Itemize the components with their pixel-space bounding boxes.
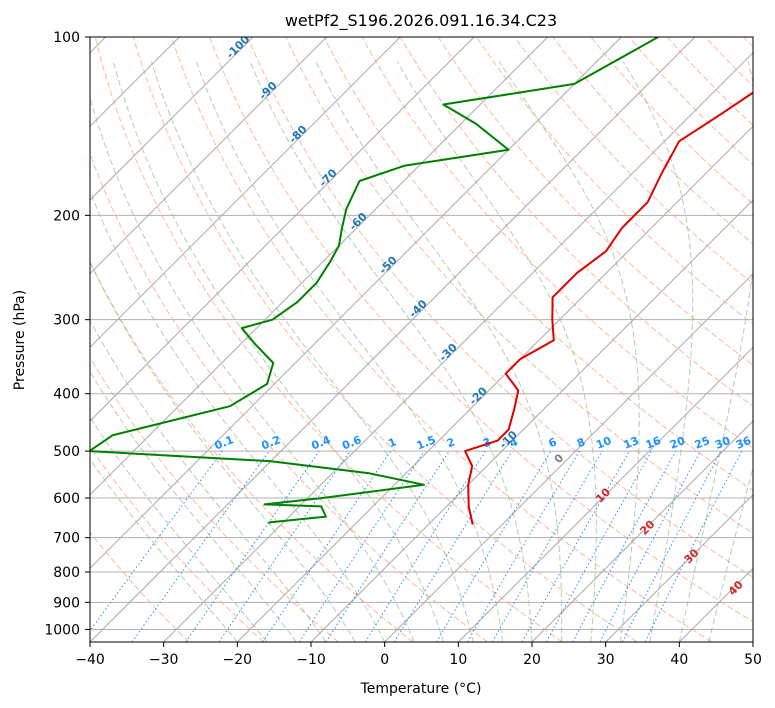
dry-adiabat-line	[209, 37, 753, 623]
mixing-ratio-line	[572, 450, 677, 642]
moist-adiabat-line	[150, 61, 474, 642]
mixing-ratio-label: 13	[622, 434, 641, 452]
moist-adiabat-line	[498, 61, 640, 642]
isotherm-line	[457, 346, 753, 642]
mixing-ratio-line	[545, 450, 653, 642]
x-tick-label: −10	[296, 652, 326, 668]
plot-frame	[89, 36, 754, 643]
dewpoint-profile-line	[90, 37, 659, 524]
dry-adiabat-line	[247, 37, 753, 578]
isotherm-line	[384, 272, 753, 642]
moist-adiabat-line	[90, 319, 327, 642]
dry-adiabat-line	[90, 531, 190, 642]
y-axis-title: Pressure (hPa)	[12, 290, 28, 390]
moist-adiabat-line	[90, 260, 356, 642]
isotherm-line	[163, 51, 753, 642]
moist-adiabat-line	[90, 458, 238, 642]
mixing-ratio-line	[218, 450, 351, 642]
x-tick-label: −30	[149, 652, 179, 668]
mixing-ratio-label: 3	[481, 435, 493, 450]
mixing-ratio-label: 20	[668, 434, 687, 452]
y-tick-label: 300	[53, 313, 80, 329]
x-axis-title: Temperature (°C)	[360, 681, 482, 697]
x-tick-label: 30	[597, 652, 615, 668]
pressure-gridlines	[90, 37, 753, 630]
mixing-ratio-line	[90, 450, 223, 632]
mixing-ratio-line	[521, 450, 630, 642]
isotherm-line	[310, 199, 753, 642]
mixing-ratio-line	[325, 450, 450, 642]
x-tick-label: 20	[523, 652, 541, 668]
isotherm-line	[90, 37, 622, 570]
dry-adiabat-line	[399, 37, 753, 407]
mixing-ratio-line	[131, 450, 270, 642]
y-tick-label: 100	[53, 30, 80, 46]
y-tick-label: 400	[53, 387, 80, 403]
sounding-profiles	[90, 37, 753, 525]
mixing-ratio-lines	[90, 450, 743, 642]
moist-adiabat-line	[90, 96, 415, 642]
mixing-ratio-line	[298, 450, 425, 642]
isotherm-line	[531, 420, 753, 642]
moist-adiabats	[90, 61, 753, 642]
mixing-ratio-label: 2	[445, 435, 457, 450]
mixing-ratio-label: 30	[713, 434, 732, 452]
isotherms	[90, 37, 753, 642]
mixing-ratio-label: 1	[386, 435, 398, 450]
x-axis-ticks: −40 −30 −20 −10 0 10 20 30 40 50	[75, 642, 762, 668]
chart-title: wetPf2_S196.2026.091.16.34.C23	[285, 11, 557, 31]
temperature-profile-line	[464, 91, 753, 525]
mixing-ratio-label: 8	[575, 435, 587, 450]
dry-adiabats	[90, 37, 753, 642]
isotherm-line	[90, 37, 254, 201]
y-tick-label: 600	[53, 491, 80, 507]
y-tick-label: 500	[53, 444, 80, 460]
mixing-ratio-line	[262, 450, 392, 642]
mixing-ratio-line	[644, 450, 743, 642]
isotherm-line	[90, 37, 401, 349]
moist-adiabat-line	[112, 61, 445, 642]
moist-adiabat-line	[90, 189, 386, 642]
y-tick-label: 800	[53, 565, 80, 581]
mixing-ratio-label: 25	[693, 434, 712, 452]
mixing-ratio-line	[185, 450, 320, 642]
y-tick-label: 200	[53, 208, 80, 224]
plot-area: 0.1 0.2 0.4 0.6 1 1.5 2 3 4 6 8 10 13 16 20 25 30 36-100-…	[90, 37, 753, 642]
moist-adiabat-line	[396, 61, 597, 642]
isotherm-line	[90, 37, 328, 275]
dry-adiabat-line	[90, 260, 414, 642]
moist-adiabat-line	[622, 61, 694, 642]
x-tick-label: 50	[744, 652, 762, 668]
moist-adiabat-line	[315, 61, 563, 642]
dry-adiabat-line	[90, 356, 339, 642]
mixing-ratio-label: 36	[734, 434, 753, 452]
isotherm-line	[90, 37, 696, 642]
isotherm-line	[605, 493, 753, 642]
mixing-ratio-label: 16	[644, 434, 663, 452]
moist-adiabat-line	[708, 466, 753, 642]
mixing-ratio-label: 10	[594, 434, 613, 452]
dry-adiabat-line	[323, 37, 753, 491]
x-tick-label: −40	[75, 652, 105, 668]
dry-adiabat-line	[132, 37, 638, 642]
y-tick-label: 1000	[44, 622, 80, 638]
x-tick-label: −20	[223, 652, 253, 668]
x-tick-label: 0	[380, 652, 389, 668]
mixing-ratio-line	[393, 450, 513, 642]
x-tick-label: 10	[449, 652, 467, 668]
moist-adiabat-line	[678, 61, 753, 642]
isotherm-line	[90, 37, 549, 496]
dry-adiabat-line	[94, 37, 563, 642]
dry-adiabat-line	[285, 37, 753, 535]
dry-adiabat-line	[437, 37, 753, 366]
x-tick-label: 40	[670, 652, 688, 668]
y-axis-ticks: 100 200 300 400 500 600 700 800 900 1000	[44, 30, 90, 638]
isotherm-line	[90, 37, 475, 422]
y-tick-label: 700	[53, 531, 80, 547]
isotherm-line	[236, 125, 753, 642]
y-tick-label: 900	[53, 595, 80, 611]
moist-adiabat-line	[249, 61, 533, 642]
